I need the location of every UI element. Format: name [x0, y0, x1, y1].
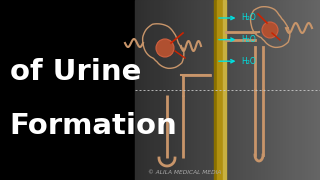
Bar: [231, 0, 235, 180]
Bar: [166, 0, 170, 180]
Bar: [181, 0, 185, 180]
Bar: [252, 0, 256, 180]
Bar: [217, 0, 223, 180]
Bar: [206, 0, 210, 180]
Bar: [283, 0, 287, 180]
Text: H₂O: H₂O: [241, 35, 256, 44]
Bar: [249, 0, 253, 180]
Bar: [160, 0, 164, 180]
Bar: [261, 0, 266, 180]
Bar: [289, 0, 293, 180]
Bar: [280, 0, 284, 180]
Bar: [265, 0, 268, 180]
Bar: [224, 0, 228, 180]
Bar: [301, 0, 306, 180]
Bar: [175, 0, 179, 180]
Text: Formation: Formation: [10, 112, 177, 140]
Bar: [0, 0, 135, 180]
Bar: [234, 0, 238, 180]
Bar: [197, 0, 201, 180]
Bar: [314, 0, 318, 180]
Bar: [271, 0, 275, 180]
Bar: [305, 0, 309, 180]
Bar: [292, 0, 296, 180]
Bar: [215, 0, 219, 180]
Bar: [144, 0, 148, 180]
Bar: [156, 0, 161, 180]
Bar: [308, 0, 312, 180]
Bar: [223, 0, 226, 180]
Bar: [268, 0, 272, 180]
Text: of Urine: of Urine: [10, 58, 141, 86]
Bar: [277, 0, 281, 180]
Bar: [172, 0, 176, 180]
Bar: [154, 0, 157, 180]
Text: H₂O: H₂O: [241, 57, 256, 66]
Bar: [218, 0, 222, 180]
Bar: [178, 0, 182, 180]
Bar: [194, 0, 198, 180]
Bar: [274, 0, 278, 180]
Bar: [147, 0, 151, 180]
Bar: [214, 0, 217, 180]
Bar: [169, 0, 173, 180]
Bar: [203, 0, 207, 180]
Bar: [141, 0, 145, 180]
Bar: [190, 0, 195, 180]
Bar: [295, 0, 300, 180]
Bar: [209, 0, 213, 180]
Bar: [237, 0, 241, 180]
Bar: [255, 0, 259, 180]
Ellipse shape: [156, 39, 174, 57]
Bar: [184, 0, 188, 180]
Bar: [299, 0, 302, 180]
Bar: [212, 0, 216, 180]
Bar: [246, 0, 250, 180]
Bar: [240, 0, 244, 180]
Bar: [200, 0, 204, 180]
Bar: [286, 0, 290, 180]
Bar: [258, 0, 262, 180]
Bar: [221, 0, 225, 180]
Text: H₂O: H₂O: [241, 14, 256, 22]
Bar: [317, 0, 320, 180]
Bar: [138, 0, 142, 180]
Bar: [135, 0, 139, 180]
Bar: [311, 0, 315, 180]
Ellipse shape: [262, 22, 278, 38]
Bar: [150, 0, 155, 180]
Text: © ALILA MEDICAL MEDIA: © ALILA MEDICAL MEDIA: [148, 170, 221, 175]
Bar: [243, 0, 247, 180]
Bar: [228, 0, 232, 180]
Bar: [188, 0, 191, 180]
Bar: [163, 0, 167, 180]
